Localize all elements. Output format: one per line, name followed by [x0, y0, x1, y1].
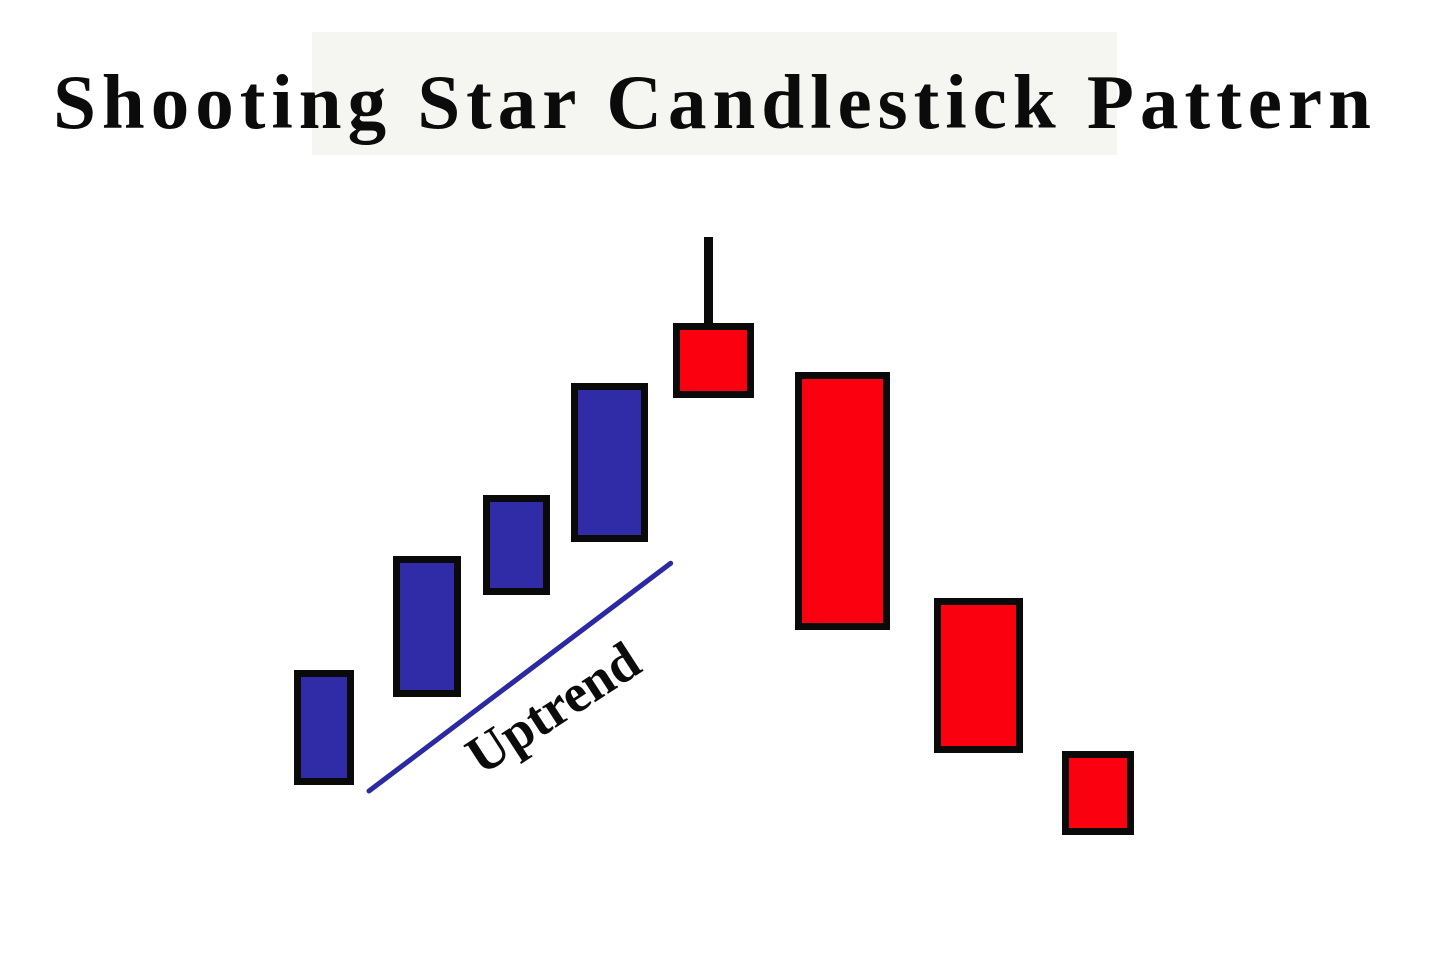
candle-5-bearish — [673, 323, 754, 398]
candle-7-bearish — [934, 598, 1023, 753]
candle-8-bearish — [1062, 751, 1134, 835]
candle-1-bullish — [294, 670, 354, 785]
candle-4-bullish — [571, 383, 648, 542]
candle-2-bullish — [393, 556, 461, 697]
candle-3-bullish — [483, 495, 550, 595]
page-title: Shooting Star Candlestick Pattern — [53, 59, 1377, 145]
candle-6-bearish — [795, 372, 890, 630]
candle-5-upper-wick — [704, 237, 713, 327]
title-highlight-box — [312, 32, 1117, 155]
